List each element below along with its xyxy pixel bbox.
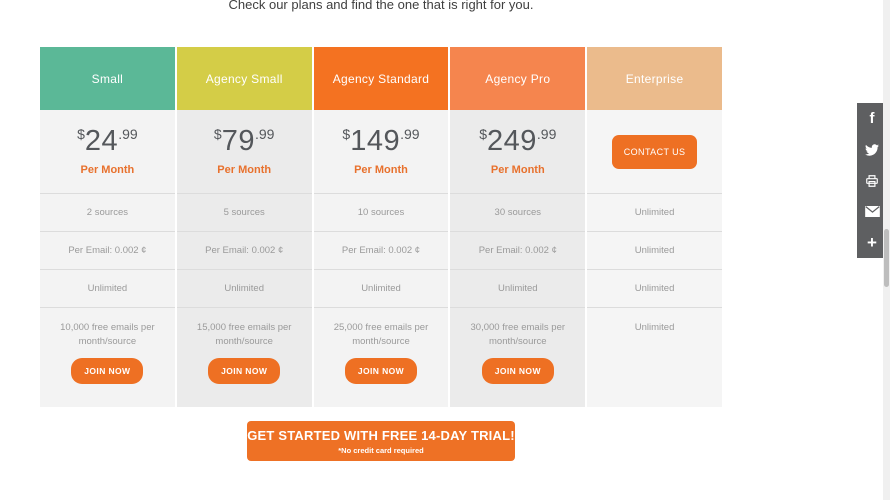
price-cents: .99: [118, 126, 138, 142]
plan-name: Agency Pro: [485, 71, 551, 86]
more-share-button[interactable]: +: [857, 227, 887, 258]
feature-free-emails-cell: Unlimited: [587, 307, 722, 407]
pricing-table: Small $24.99 Per Month 2 sources Per Ema…: [40, 47, 722, 407]
plan-header-agency-pro: Agency Pro: [450, 47, 586, 110]
feature-sources: 2 sources: [40, 193, 175, 231]
plan-name: Enterprise: [625, 71, 684, 86]
free-trial-cta-button[interactable]: GET STARTED WITH FREE 14-DAY TRIAL! *No …: [247, 421, 515, 461]
plus-icon: +: [867, 232, 877, 252]
feature-per-email: Per Email: 0.002 ¢: [313, 231, 449, 269]
cta-note: *No credit card required: [338, 445, 424, 455]
join-now-button-agency-standard[interactable]: JOIN NOW: [344, 357, 418, 384]
feature-per-email: Unlimited: [587, 231, 722, 269]
feature-free-emails-cell: 30,000 free emails per month/source JOIN…: [450, 307, 586, 407]
scrollbar[interactable]: [883, 0, 890, 500]
feature-per-email: Per Email: 0.002 ¢: [40, 231, 175, 269]
plan-name: Agency Standard: [332, 71, 430, 86]
price: $249.99: [479, 127, 556, 156]
price-amount: 24: [84, 125, 119, 157]
billing-period: Per Month: [80, 164, 135, 176]
price: $79.99: [214, 127, 275, 156]
price-cell: $24.99 Per Month: [40, 110, 175, 193]
currency-sign: $: [213, 126, 222, 142]
feature-free-emails: 15,000 free emails per month/source: [196, 322, 292, 347]
feature-free-emails: 10,000 free emails per month/source: [60, 322, 155, 347]
billing-period: Per Month: [490, 164, 545, 176]
plan-column-enterprise: Enterprise CONTACT US Unlimited Unlimite…: [587, 47, 722, 407]
price: $24.99: [77, 127, 138, 156]
feature-sources: 5 sources: [176, 193, 312, 231]
plan-column-agency-standard: Agency Standard $149.99 Per Month 10 sou…: [313, 47, 449, 407]
feature-unlimited: Unlimited: [176, 269, 312, 307]
plan-name: Agency Small: [205, 71, 283, 86]
envelope-icon: [864, 206, 880, 217]
page-subtitle: Check our plans and find the one that is…: [228, 0, 534, 12]
price-cents: .99: [254, 126, 275, 142]
plan-header-agency-standard: Agency Standard: [313, 47, 449, 110]
facebook-icon: f: [869, 110, 875, 127]
billing-period: Per Month: [217, 164, 272, 176]
feature-free-emails-cell: 10,000 free emails per month/source JOIN…: [40, 307, 175, 407]
feature-sources: 10 sources: [313, 193, 449, 231]
billing-period: Per Month: [354, 164, 408, 176]
plan-header-enterprise: Enterprise: [587, 47, 722, 110]
contact-cell: CONTACT US: [587, 110, 722, 193]
contact-us-button[interactable]: CONTACT US: [611, 134, 698, 169]
price-amount: 149: [350, 125, 401, 157]
join-now-button-small[interactable]: JOIN NOW: [71, 357, 144, 384]
price-cell: $79.99 Per Month: [177, 110, 312, 193]
join-now-button-agency-small[interactable]: JOIN NOW: [208, 357, 281, 384]
plan-name: Small: [91, 71, 124, 86]
feature-free-emails: 25,000 free emails per month/source: [333, 322, 429, 347]
plan-header-agency-small: Agency Small: [176, 47, 312, 110]
cta-title: GET STARTED WITH FREE 14-DAY TRIAL!: [247, 427, 515, 443]
price-cents: .99: [400, 126, 420, 142]
scrollbar-thumb[interactable]: [884, 229, 889, 287]
feature-unlimited: Unlimited: [313, 269, 449, 307]
price-cell: $149.99 Per Month: [314, 110, 449, 193]
feature-free-emails-cell: 15,000 free emails per month/source JOIN…: [176, 307, 312, 407]
feature-free-emails: 30,000 free emails per month/source: [470, 322, 566, 347]
price-amount: 79: [221, 125, 255, 157]
currency-sign: $: [479, 126, 487, 142]
join-now-button-agency-pro[interactable]: JOIN NOW: [481, 357, 554, 384]
price: $149.99: [342, 127, 419, 156]
feature-sources: 30 sources: [450, 193, 586, 231]
feature-unlimited: Unlimited: [587, 269, 722, 307]
feature-per-email: Per Email: 0.002 ¢: [176, 231, 312, 269]
plan-column-small: Small $24.99 Per Month 2 sources Per Ema…: [40, 47, 175, 407]
plan-header-small: Small: [40, 47, 175, 110]
print-button[interactable]: [857, 165, 887, 196]
feature-sources: Unlimited: [587, 193, 722, 231]
feature-free-emails: Unlimited: [634, 322, 675, 333]
feature-per-email: Per Email: 0.002 ¢: [450, 231, 586, 269]
price-amount: 249: [487, 125, 537, 157]
plan-column-agency-small: Agency Small $79.99 Per Month 5 sources …: [176, 47, 312, 407]
facebook-share-button[interactable]: f: [857, 103, 887, 134]
feature-free-emails-cell: 25,000 free emails per month/source JOIN…: [313, 307, 449, 407]
price-cell: $249.99 Per Month: [450, 110, 585, 193]
social-share-bar: f +: [857, 103, 887, 258]
twitter-share-button[interactable]: [857, 134, 887, 165]
email-share-button[interactable]: [857, 196, 887, 227]
feature-unlimited: Unlimited: [40, 269, 175, 307]
plan-column-agency-pro: Agency Pro $249.99 Per Month 30 sources …: [450, 47, 586, 407]
currency-sign: $: [342, 126, 351, 142]
feature-unlimited: Unlimited: [450, 269, 586, 307]
currency-sign: $: [77, 126, 85, 142]
price-cents: .99: [536, 126, 557, 142]
printer-icon: [865, 174, 879, 188]
twitter-icon: [865, 143, 879, 156]
